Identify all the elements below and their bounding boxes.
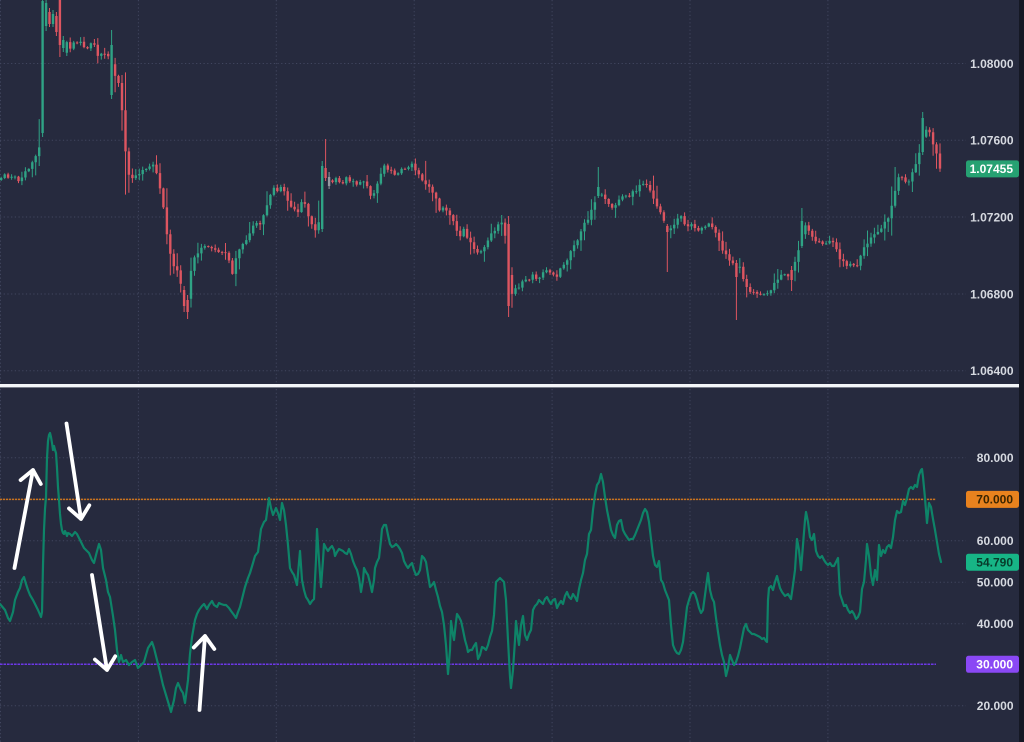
svg-text:54.790: 54.790 — [976, 556, 1013, 570]
svg-text:1.07200: 1.07200 — [970, 210, 1014, 224]
svg-text:1.08000: 1.08000 — [970, 57, 1014, 71]
svg-text:50.000: 50.000 — [977, 576, 1014, 590]
svg-text:70.000: 70.000 — [976, 493, 1013, 507]
svg-text:30.000: 30.000 — [976, 658, 1013, 672]
svg-text:40.000: 40.000 — [977, 617, 1014, 631]
svg-text:80.000: 80.000 — [977, 451, 1014, 465]
svg-text:60.000: 60.000 — [977, 534, 1014, 548]
svg-text:20.000: 20.000 — [977, 699, 1014, 713]
svg-text:1.06800: 1.06800 — [970, 287, 1014, 301]
svg-text:1.06400: 1.06400 — [970, 364, 1014, 378]
svg-text:1.07600: 1.07600 — [970, 134, 1014, 148]
svg-text:1.07455: 1.07455 — [970, 162, 1014, 176]
